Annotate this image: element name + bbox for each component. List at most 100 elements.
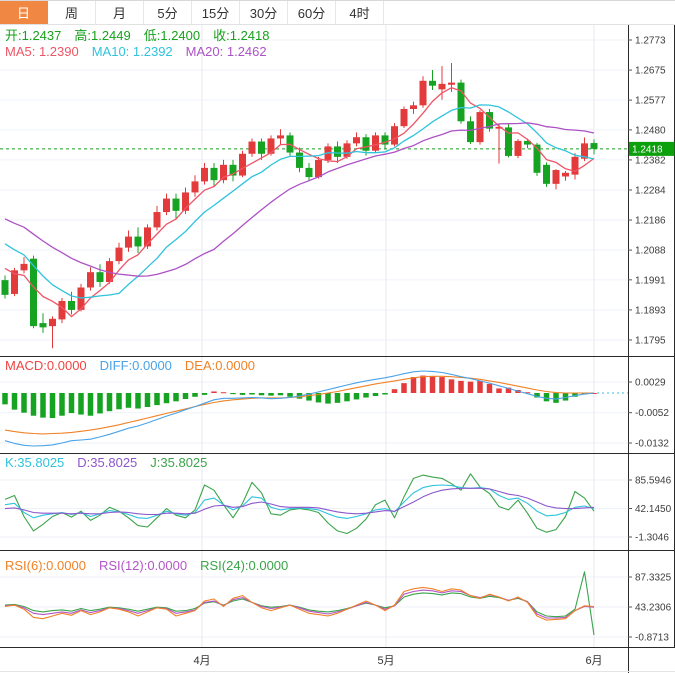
ma10-line <box>4 104 595 299</box>
macd-bar <box>59 392 65 416</box>
tab-daily[interactable]: 日 <box>0 1 48 24</box>
candle-body <box>134 236 142 247</box>
rsi-legend: RSI(6):0.0000 RSI(12):0.0000 RSI(24):0.000… <box>5 558 301 573</box>
candle-body <box>505 127 512 156</box>
macd-bar <box>268 392 274 396</box>
axis-tick-label: -0.0052 <box>635 408 669 419</box>
macd-bar <box>353 392 360 400</box>
axis-tick-label: -0.8713 <box>635 632 669 643</box>
macd-bar <box>258 392 265 396</box>
candle-body <box>305 167 313 178</box>
candle-body <box>353 137 360 144</box>
tab-weekly[interactable]: 周 <box>48 1 96 24</box>
macd-bar <box>486 383 493 393</box>
candle-body <box>486 112 493 129</box>
macd-bar <box>49 392 56 418</box>
candle-body <box>220 164 227 181</box>
axis-tick-label: 42.1450 <box>635 504 672 515</box>
candle-body <box>239 153 246 176</box>
ma20-value: MA20: 1.2462 <box>185 44 267 59</box>
macd-bar <box>410 377 417 393</box>
macd-bar <box>192 392 198 397</box>
ohlc-legend: 开:1.2437 高:1.2449 低:1.2400 收:1.2418 <box>5 28 283 43</box>
macd-bar <box>382 392 388 395</box>
tab-60min[interactable]: 60分 <box>288 1 336 24</box>
x-axis-month-label: 4月 <box>193 655 210 667</box>
candle-body <box>144 227 151 247</box>
diff-value: DIFF:0.0000 <box>99 358 172 373</box>
tab-30min[interactable]: 30分 <box>240 1 288 24</box>
candle-body <box>419 80 427 106</box>
high-value: 高:1.2449 <box>74 28 131 43</box>
axis-tick-label: 85.5946 <box>635 476 672 487</box>
candle-body <box>277 135 284 139</box>
candle-body <box>590 143 598 149</box>
tab-15min[interactable]: 15分 <box>192 1 240 24</box>
tab-monthly[interactable]: 月 <box>96 1 144 24</box>
macd-bar <box>505 387 512 393</box>
candle-body <box>115 247 123 262</box>
macd-bar <box>448 379 455 393</box>
candle-body <box>391 126 398 145</box>
macd-value: MACD:0.0000 <box>5 358 87 373</box>
macd-bar <box>572 392 578 397</box>
macd-bar <box>30 392 37 416</box>
candle-body <box>334 146 341 157</box>
candle-body <box>543 164 550 184</box>
axis-tick-label: 1.2577 <box>635 96 666 107</box>
candle-body <box>210 167 218 181</box>
macd-bar <box>363 392 369 398</box>
candle-body <box>533 144 541 173</box>
macd-bar <box>144 392 151 408</box>
tab-5min[interactable]: 5分 <box>144 1 192 24</box>
axis-tick-label: 1.2186 <box>635 216 666 227</box>
macd-bar <box>239 392 246 395</box>
candle-body <box>68 301 75 310</box>
candle-body <box>476 112 484 143</box>
axis-tick-label: 1.1795 <box>635 335 666 346</box>
axis-tick-label: -1.3046 <box>635 532 669 543</box>
macd-bar <box>211 391 217 393</box>
candle-body <box>429 80 436 86</box>
macd-bar <box>173 392 179 402</box>
j-line <box>4 473 595 535</box>
tabbar-filler <box>384 1 675 24</box>
candle-body <box>267 138 275 154</box>
macd-bar <box>135 392 141 409</box>
open-value: 开:1.2437 <box>5 28 62 43</box>
macd-bar <box>277 392 284 396</box>
macd-bar <box>372 392 379 397</box>
current-price-label: 1.2418 <box>632 144 663 155</box>
candle-body <box>182 192 189 211</box>
candle-body <box>296 152 303 168</box>
candle-body <box>362 137 370 151</box>
axis-tick-label: 1.2480 <box>635 125 666 136</box>
macd-bar <box>439 377 445 393</box>
candle-body <box>163 198 170 213</box>
candle-body <box>495 126 503 129</box>
tab-4hour[interactable]: 4时 <box>336 1 384 24</box>
candle-body <box>1 280 9 295</box>
candle-body <box>438 83 446 90</box>
macd-bar <box>125 392 132 408</box>
macd-bar <box>40 392 46 418</box>
macd-bar <box>21 392 27 413</box>
macd-bar <box>524 392 531 394</box>
macd-bar <box>344 392 350 402</box>
candle-body <box>96 272 104 282</box>
candle-body <box>58 301 66 320</box>
macd-legend: MACD:0.0000 DIFF:0.0000 DEA:0.0000 <box>5 358 268 373</box>
timeframe-tabs: 日 周 月 5分 15分 30分 60分 4时 <box>0 0 675 25</box>
rsi6-line <box>4 586 595 621</box>
macd-bar <box>87 392 94 416</box>
macd-bar <box>306 392 312 401</box>
candle-body <box>248 141 256 154</box>
ma5-line <box>4 87 595 318</box>
macd-bar <box>287 392 293 397</box>
macd-bar <box>553 392 559 403</box>
ma-legend: MA5: 1.2390 MA10: 1.2392 MA20: 1.2462 <box>5 44 280 59</box>
j-value: J:35.8025 <box>150 455 208 470</box>
candle-body <box>524 140 531 145</box>
rsi24-value: RSI(24):0.0000 <box>200 558 289 573</box>
